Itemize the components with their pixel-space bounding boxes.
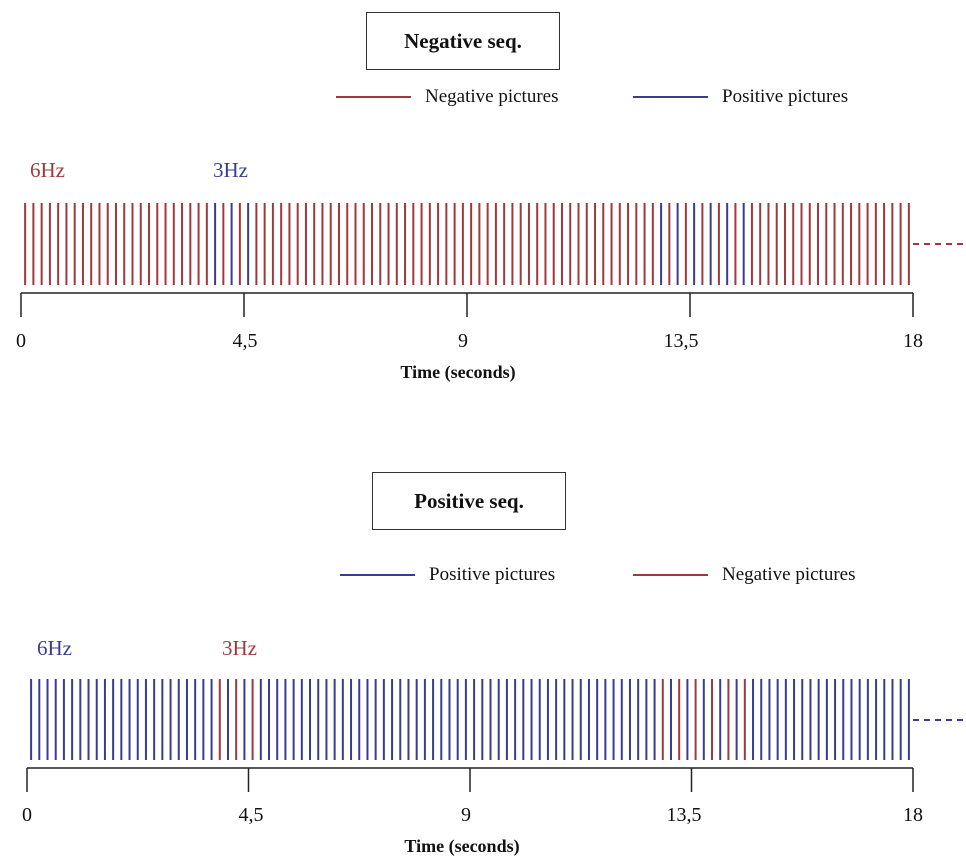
negative-sequence-panel: Negative seq. Negative pictures Positive… xyxy=(0,0,966,420)
tick-label-3: 13,5 xyxy=(664,330,699,353)
tick-label-0: 0 xyxy=(22,804,32,827)
tick-label-4: 18 xyxy=(903,804,923,827)
tick-label-1: 4,5 xyxy=(233,330,258,353)
tick-label-2: 9 xyxy=(461,804,471,827)
x-axis-title: Time (seconds) xyxy=(404,836,519,857)
tick-label-1: 4,5 xyxy=(239,804,264,827)
positive-sequence-panel: Positive seq. Positive pictures Negative… xyxy=(0,468,966,857)
sequence-continuation xyxy=(913,719,963,721)
time-axis xyxy=(0,468,966,857)
tick-label-3: 13,5 xyxy=(667,804,702,827)
tick-label-2: 9 xyxy=(458,330,468,353)
time-axis xyxy=(0,0,966,420)
x-axis-title: Time (seconds) xyxy=(400,362,515,383)
sequence-continuation xyxy=(913,243,963,245)
tick-label-0: 0 xyxy=(16,330,26,353)
tick-label-4: 18 xyxy=(903,330,923,353)
